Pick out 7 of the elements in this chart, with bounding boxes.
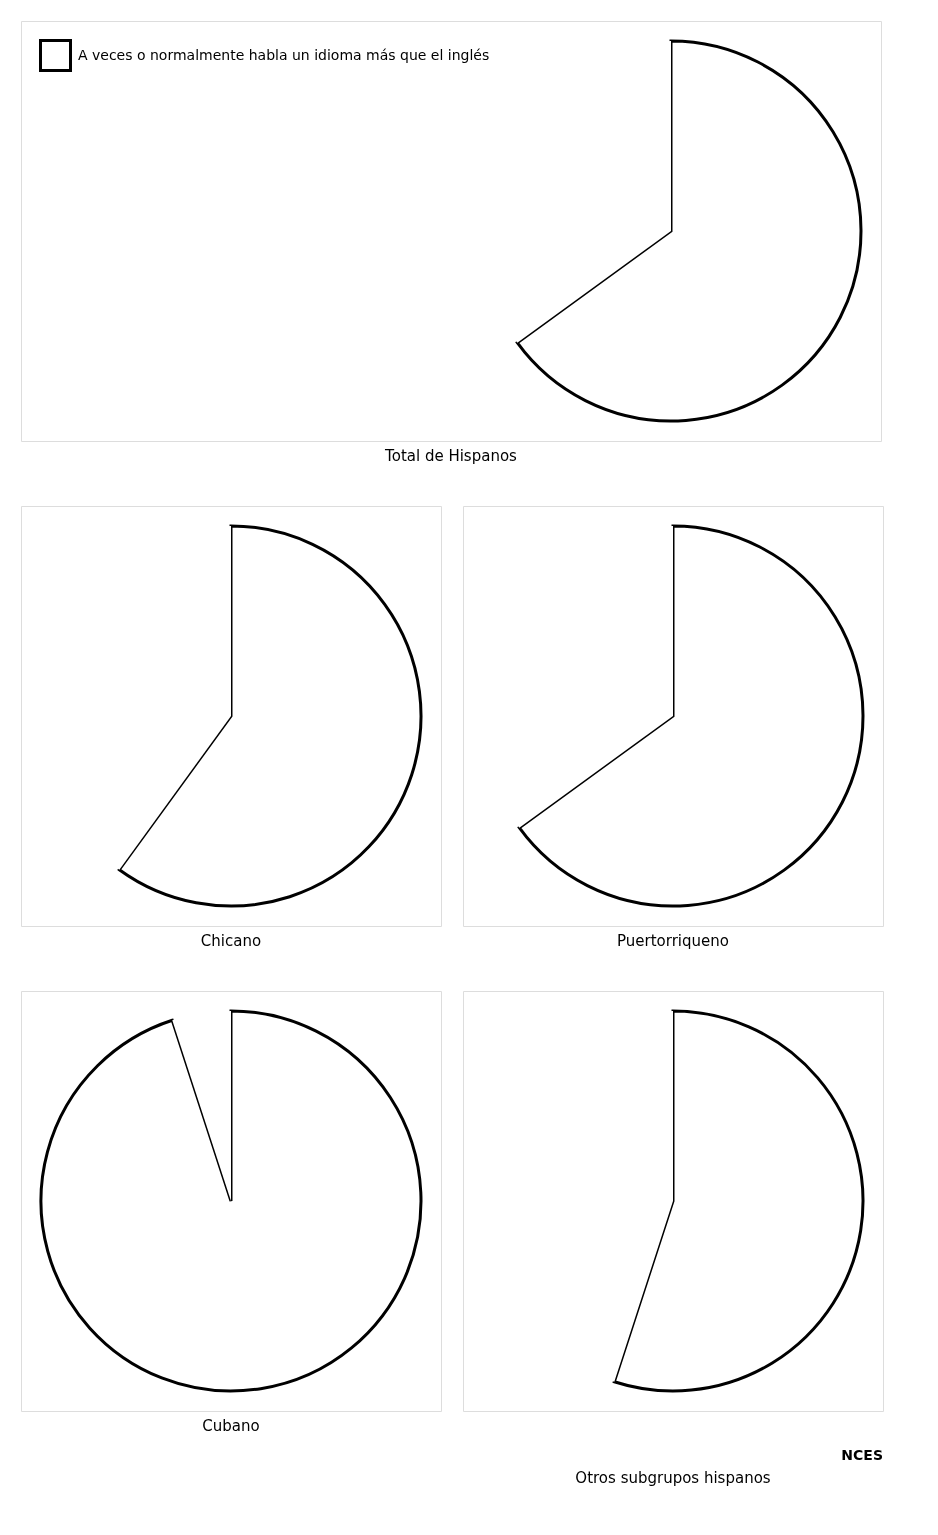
text: Puertorriqueno bbox=[617, 932, 729, 950]
text: Total de Hispanos bbox=[384, 447, 518, 465]
text: Chicano bbox=[200, 932, 262, 950]
legend-label: A veces o normalmente habla un idioma más que el inglés bbox=[78, 46, 490, 63]
text: Cubano bbox=[202, 1417, 260, 1435]
text: NCES bbox=[841, 1447, 883, 1463]
text: Otros subgrupos hispanos bbox=[575, 1469, 771, 1487]
